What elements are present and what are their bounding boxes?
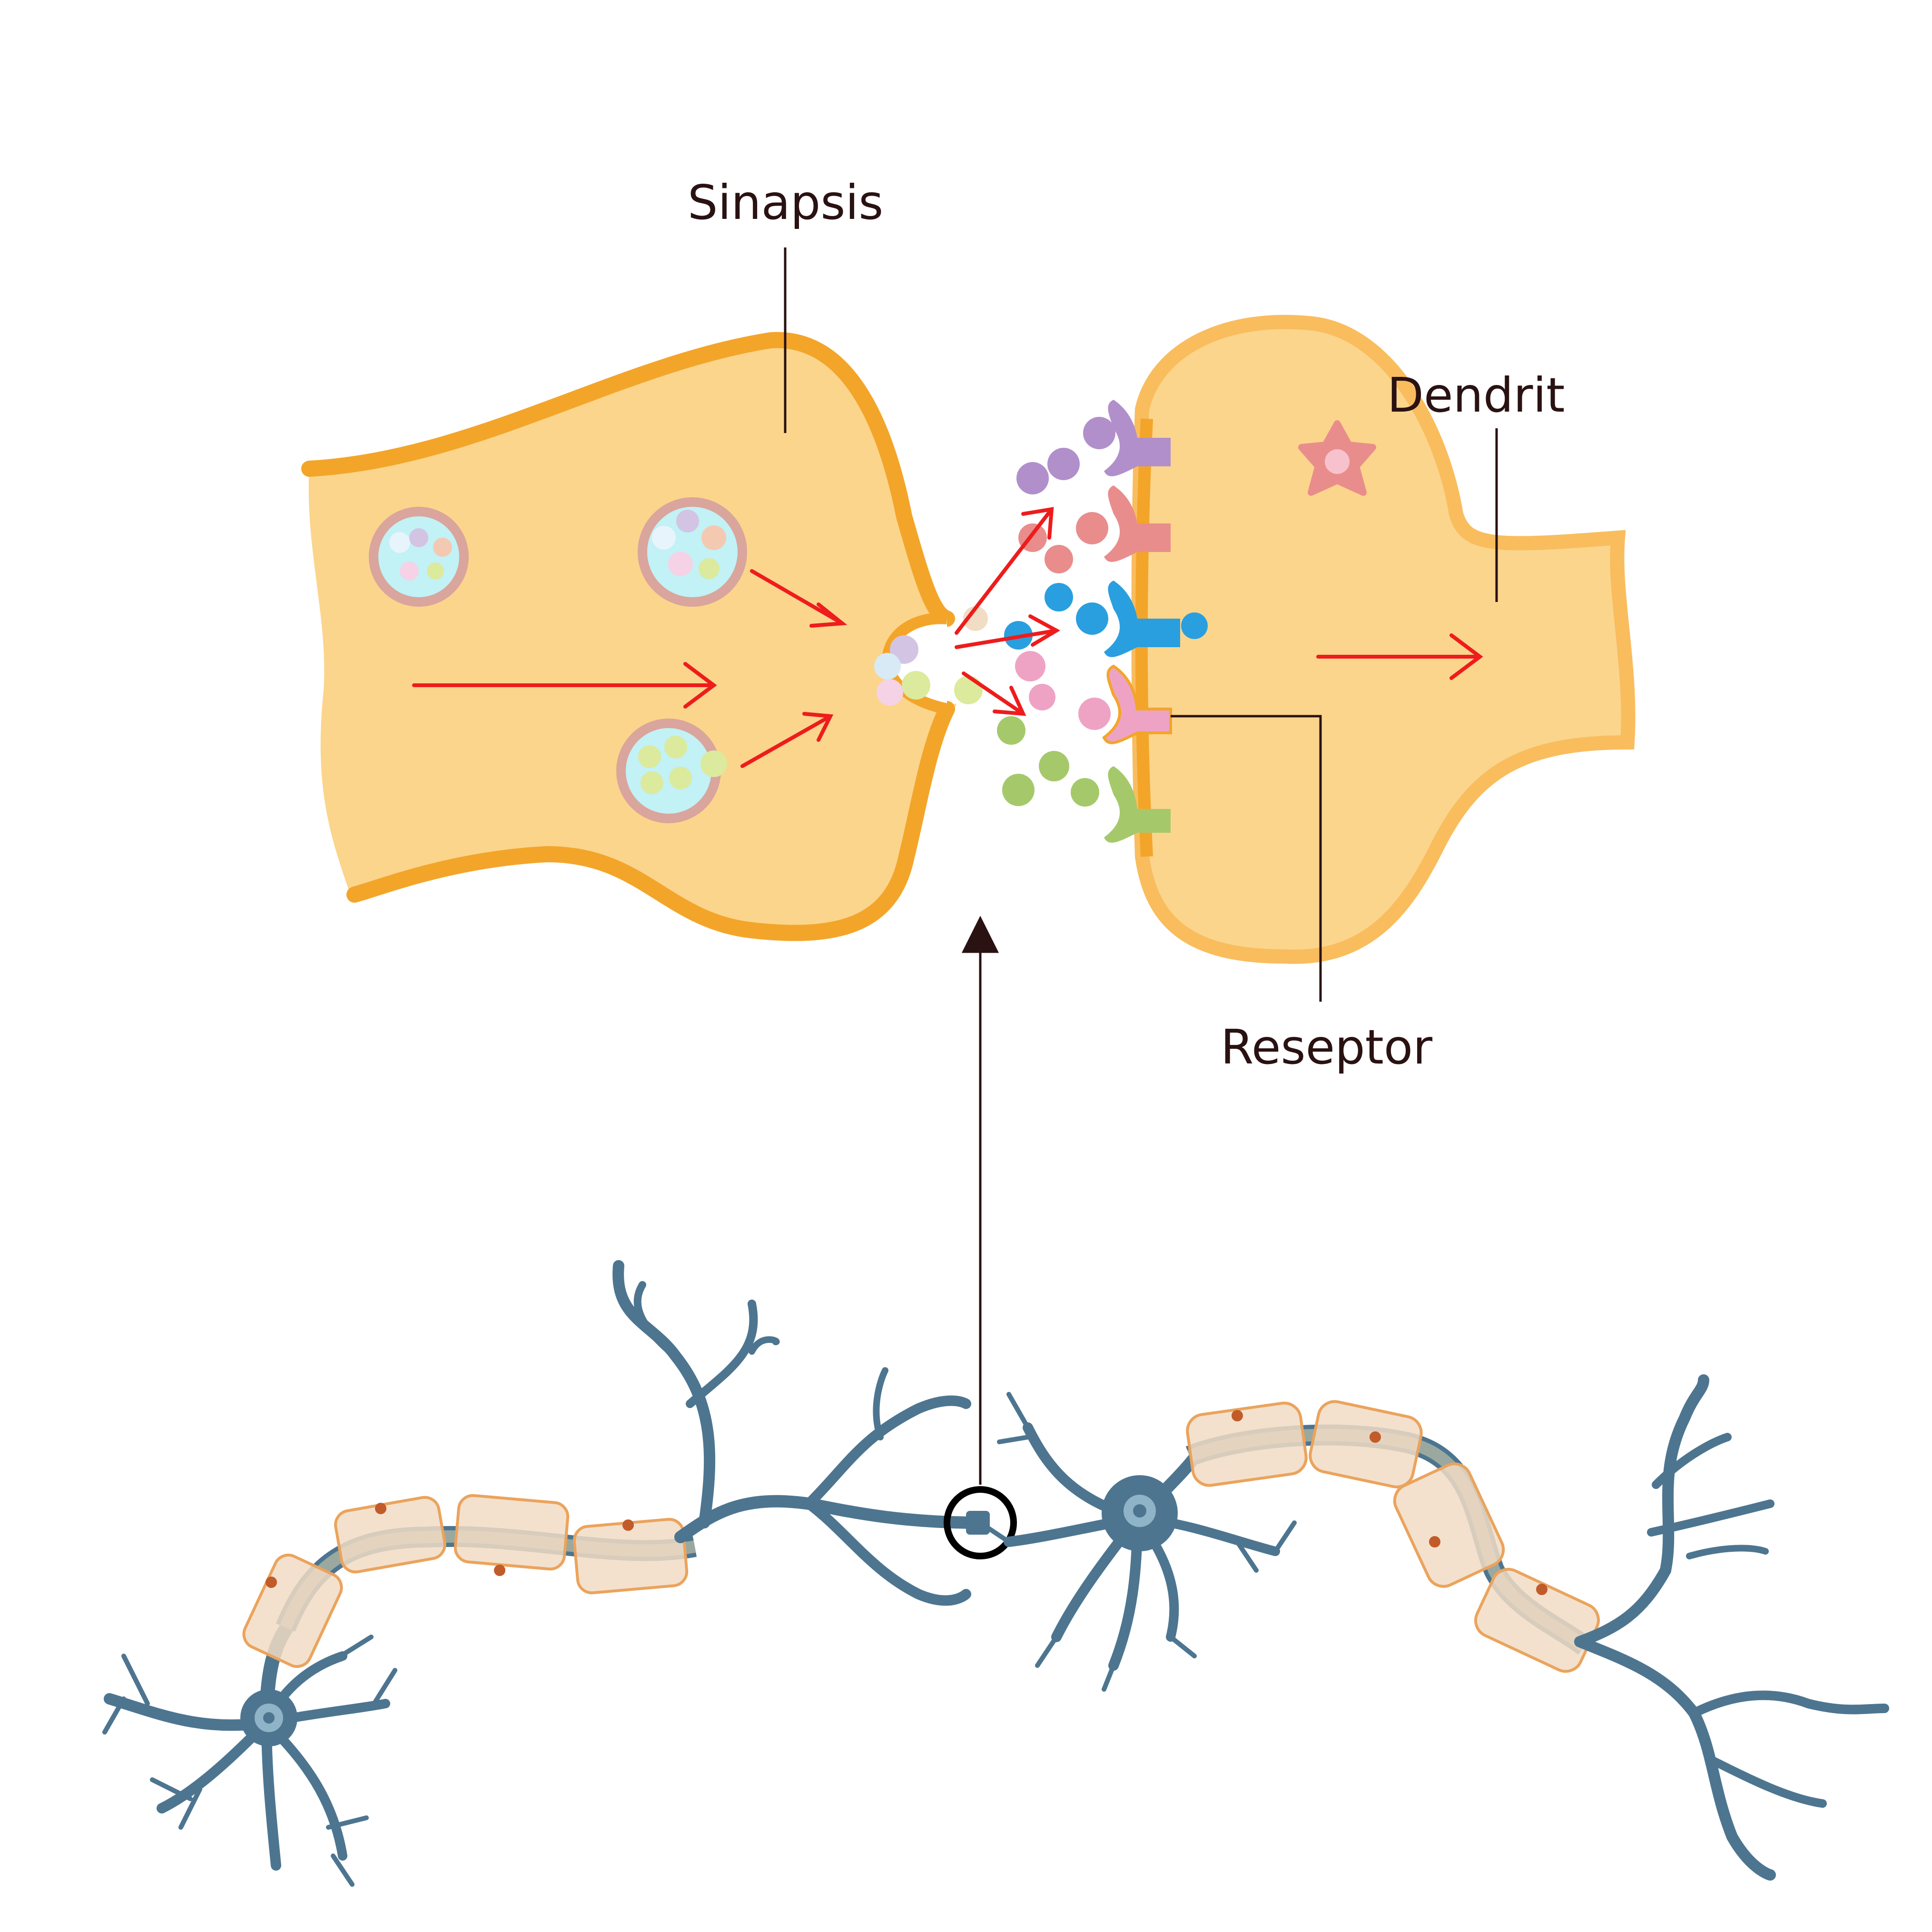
receptor-red — [1104, 485, 1171, 562]
receptor-leader-line — [1171, 715, 1322, 1002]
receptor-label: Reseptor — [1221, 1019, 1433, 1075]
receptor-blue — [1104, 581, 1208, 657]
neuron-row — [102, 1260, 1889, 1887]
zoom-arrow-head — [961, 916, 999, 953]
receptor-pink — [1102, 664, 1172, 744]
flower-star-icon — [1298, 420, 1376, 496]
myelin-sheath — [242, 1494, 689, 1668]
signal-arrows — [412, 507, 1483, 768]
vesicle — [638, 497, 747, 607]
receptor-green — [1104, 766, 1171, 843]
presynaptic-membrane-bottom — [346, 701, 955, 941]
neuron-left — [102, 1616, 397, 1887]
receptor-purple — [1104, 400, 1171, 476]
axon-left — [242, 1494, 697, 1668]
myelin-sheath — [1186, 1400, 1600, 1673]
vesicle — [369, 507, 469, 607]
vesicle — [616, 719, 727, 823]
neurotransmitters — [997, 417, 1115, 807]
synapse-label: Sinapsis — [688, 175, 883, 230]
axon-terminal-left — [612, 1260, 986, 1606]
leader-lines — [784, 247, 1498, 1485]
dendrite-label: Dendrit — [1387, 367, 1565, 423]
presynaptic-membrane-top — [301, 332, 955, 627]
presynaptic-terminal — [301, 332, 988, 941]
axon-right — [1185, 1400, 1600, 1673]
postsynaptic-dendrite — [1131, 315, 1636, 964]
axon-terminal-right — [1574, 1374, 1889, 1881]
